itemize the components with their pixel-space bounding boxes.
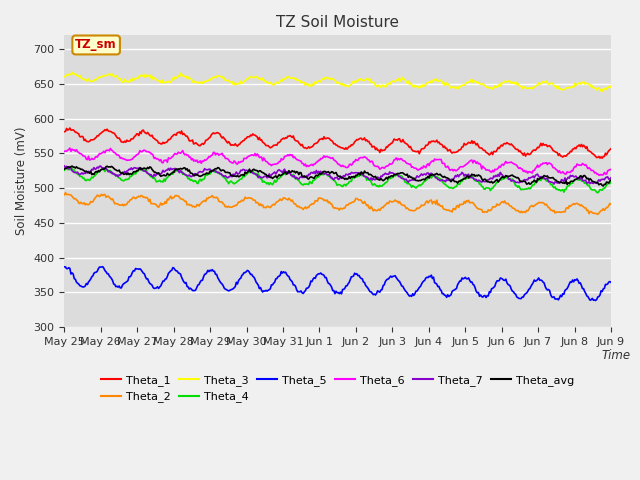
Theta_3 — [357, 77, 365, 83]
Theta_avg — [387, 173, 395, 179]
Theta_avg — [68, 163, 76, 169]
Line: Theta_7: Theta_7 — [65, 166, 611, 184]
Theta_5 — [61, 264, 68, 270]
Theta_5 — [387, 273, 395, 279]
Theta_avg — [607, 177, 615, 183]
Theta_6 — [66, 145, 74, 151]
Theta_3 — [607, 84, 615, 89]
Theta_3 — [324, 76, 332, 82]
Theta_4 — [324, 173, 332, 179]
Theta_7 — [356, 170, 364, 176]
Theta_3 — [61, 74, 68, 80]
Line: Theta_5: Theta_5 — [65, 267, 611, 300]
Theta_avg — [600, 183, 607, 189]
Theta_2 — [594, 212, 602, 217]
Theta_1 — [598, 156, 606, 161]
Theta_7 — [509, 178, 516, 183]
Theta_4 — [61, 168, 68, 173]
Text: TZ_sm: TZ_sm — [76, 38, 117, 51]
Line: Theta_3: Theta_3 — [65, 72, 611, 91]
Theta_1 — [66, 125, 74, 131]
Theta_2 — [596, 209, 604, 215]
Theta_6 — [595, 172, 603, 178]
Theta_avg — [509, 173, 517, 179]
Theta_1 — [387, 141, 395, 146]
Title: TZ Soil Moisture: TZ Soil Moisture — [276, 15, 399, 30]
Theta_3 — [387, 80, 395, 85]
Y-axis label: Soil Moisture (mV): Soil Moisture (mV) — [15, 127, 28, 236]
Theta_1 — [61, 129, 68, 134]
Theta_6 — [324, 155, 332, 160]
Theta_1 — [357, 135, 365, 141]
Theta_7 — [595, 177, 603, 183]
Line: Theta_2: Theta_2 — [65, 192, 611, 215]
Theta_6 — [387, 161, 395, 167]
Legend: Theta_1, Theta_2, Theta_3, Theta_4, Theta_5, Theta_6, Theta_7, Theta_avg: Theta_1, Theta_2, Theta_3, Theta_4, Thet… — [97, 371, 579, 407]
Theta_1 — [595, 154, 603, 159]
Theta_4 — [596, 187, 604, 192]
Line: Theta_1: Theta_1 — [65, 128, 611, 158]
Theta_4 — [357, 173, 365, 179]
Theta_5 — [321, 275, 329, 280]
Theta_7 — [607, 175, 615, 180]
Line: Theta_avg: Theta_avg — [65, 166, 611, 186]
Theta_avg — [324, 169, 332, 175]
Theta_1 — [321, 136, 329, 142]
Theta_1 — [324, 135, 332, 141]
Theta_4 — [387, 176, 395, 181]
Theta_3 — [598, 88, 606, 94]
Theta_1 — [509, 144, 517, 149]
Theta_avg — [595, 182, 603, 188]
Theta_6 — [357, 155, 365, 160]
X-axis label: Time: Time — [602, 349, 631, 362]
Theta_3 — [321, 76, 329, 82]
Theta_5 — [607, 279, 615, 285]
Theta_2 — [607, 202, 615, 207]
Theta_avg — [357, 169, 365, 175]
Theta_4 — [509, 179, 517, 184]
Theta_5 — [596, 292, 604, 298]
Theta_4 — [607, 179, 615, 184]
Theta_4 — [321, 170, 329, 176]
Theta_7 — [386, 169, 394, 175]
Theta_2 — [61, 192, 68, 198]
Theta_2 — [509, 205, 517, 211]
Theta_2 — [61, 190, 69, 195]
Theta_6 — [596, 172, 604, 178]
Theta_7 — [61, 163, 68, 169]
Theta_5 — [324, 280, 332, 286]
Theta_3 — [595, 85, 603, 91]
Theta_4 — [67, 164, 75, 170]
Theta_avg — [321, 168, 329, 174]
Theta_avg — [61, 166, 68, 172]
Theta_6 — [607, 167, 615, 172]
Theta_3 — [509, 80, 517, 85]
Theta_3 — [68, 69, 76, 75]
Theta_6 — [509, 161, 517, 167]
Theta_4 — [594, 190, 602, 196]
Theta_5 — [592, 298, 600, 303]
Theta_7 — [320, 171, 328, 177]
Line: Theta_6: Theta_6 — [65, 148, 611, 175]
Theta_6 — [321, 155, 329, 160]
Theta_5 — [357, 276, 365, 281]
Theta_2 — [357, 198, 365, 204]
Theta_2 — [321, 197, 329, 203]
Theta_7 — [323, 172, 331, 178]
Theta_6 — [61, 148, 68, 154]
Theta_2 — [324, 200, 332, 206]
Theta_5 — [509, 289, 517, 295]
Theta_5 — [99, 264, 107, 270]
Theta_1 — [607, 146, 615, 152]
Theta_2 — [387, 199, 395, 204]
Theta_7 — [550, 181, 558, 187]
Line: Theta_4: Theta_4 — [65, 167, 611, 193]
